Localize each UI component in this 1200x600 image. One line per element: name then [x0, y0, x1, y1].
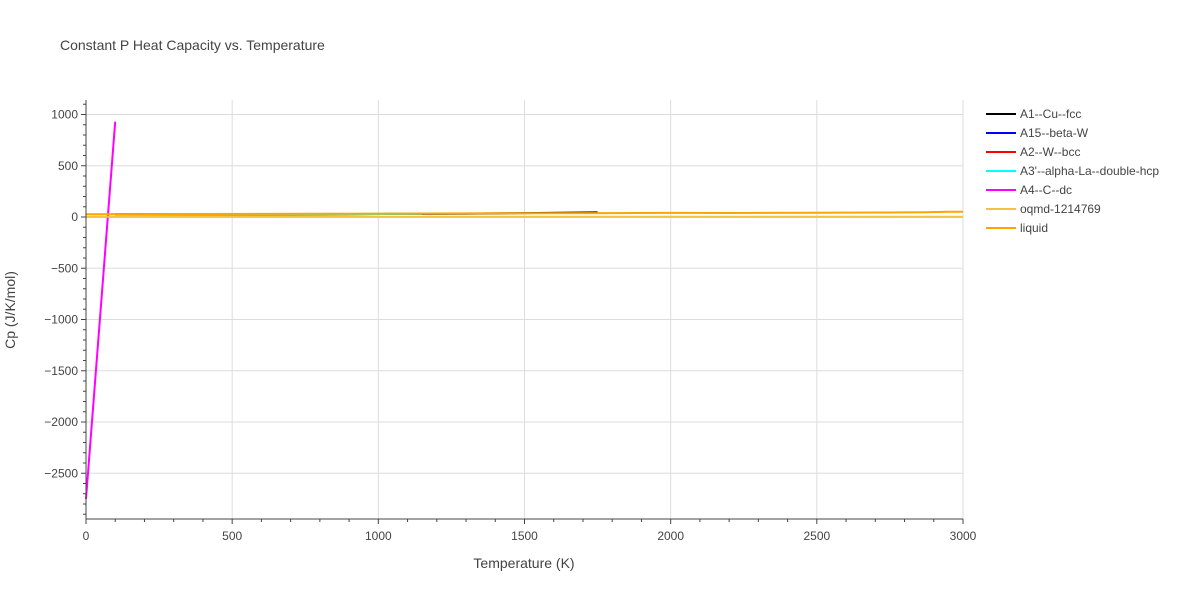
legend-item[interactable]: oqmd-1214769 — [986, 202, 1101, 216]
legend-item[interactable]: A3'--alpha-La--double-hcp — [986, 164, 1159, 178]
y-tick-label: −1500 — [44, 364, 78, 378]
y-tick-label: −1000 — [44, 313, 78, 327]
legend-item[interactable]: A15--beta-W — [986, 126, 1089, 140]
y-tick-label: 1000 — [51, 108, 78, 122]
legend-item[interactable]: liquid — [986, 221, 1048, 235]
x-tick-label: 2000 — [657, 529, 684, 543]
y-tick-label: 0 — [71, 210, 78, 224]
legend-label: A15--beta-W — [1020, 126, 1089, 140]
y-tick-label: −2000 — [44, 415, 78, 429]
legend[interactable]: A1--Cu--fcc A15--beta-W A2--W--bcc A3'--alp… — [986, 107, 1159, 235]
series-line-4[interactable] — [85, 121, 117, 499]
y-tick-label: −2500 — [44, 466, 78, 480]
legend-label: oqmd-1214769 — [1020, 202, 1101, 216]
y-tick-label: −500 — [51, 261, 78, 275]
x-tick-label: 1500 — [511, 529, 538, 543]
chart-title: Constant P Heat Capacity vs. Temperature — [60, 37, 325, 53]
x-axis-title: Temperature (K) — [473, 555, 574, 571]
y-axis-title: Cp (J/K/mol) — [2, 271, 18, 349]
series-line-6[interactable] — [85, 210, 964, 216]
x-tick-label: 1000 — [365, 529, 392, 543]
x-tick-label: 2500 — [803, 529, 830, 543]
legend-label: liquid — [1020, 221, 1048, 235]
x-tick-label: 500 — [222, 529, 242, 543]
legend-item[interactable]: A2--W--bcc — [986, 145, 1080, 159]
legend-label: A3'--alpha-La--double-hcp — [1020, 164, 1159, 178]
y-tick-label: 500 — [58, 159, 78, 173]
x-tick-label: 0 — [83, 529, 90, 543]
plot-area[interactable] — [85, 121, 964, 499]
grid — [86, 100, 964, 519]
legend-label: A4--C--dc — [1020, 183, 1072, 197]
legend-item[interactable]: A1--Cu--fcc — [986, 107, 1081, 121]
x-tick-label: 3000 — [950, 529, 977, 543]
legend-label: A2--W--bcc — [1020, 145, 1080, 159]
axes: 0 500 1000 1500 2000 2500 3000 1000 500 0 −500 −100… — [44, 100, 977, 543]
legend-item[interactable]: A4--C--dc — [986, 183, 1072, 197]
legend-label: A1--Cu--fcc — [1020, 107, 1081, 121]
